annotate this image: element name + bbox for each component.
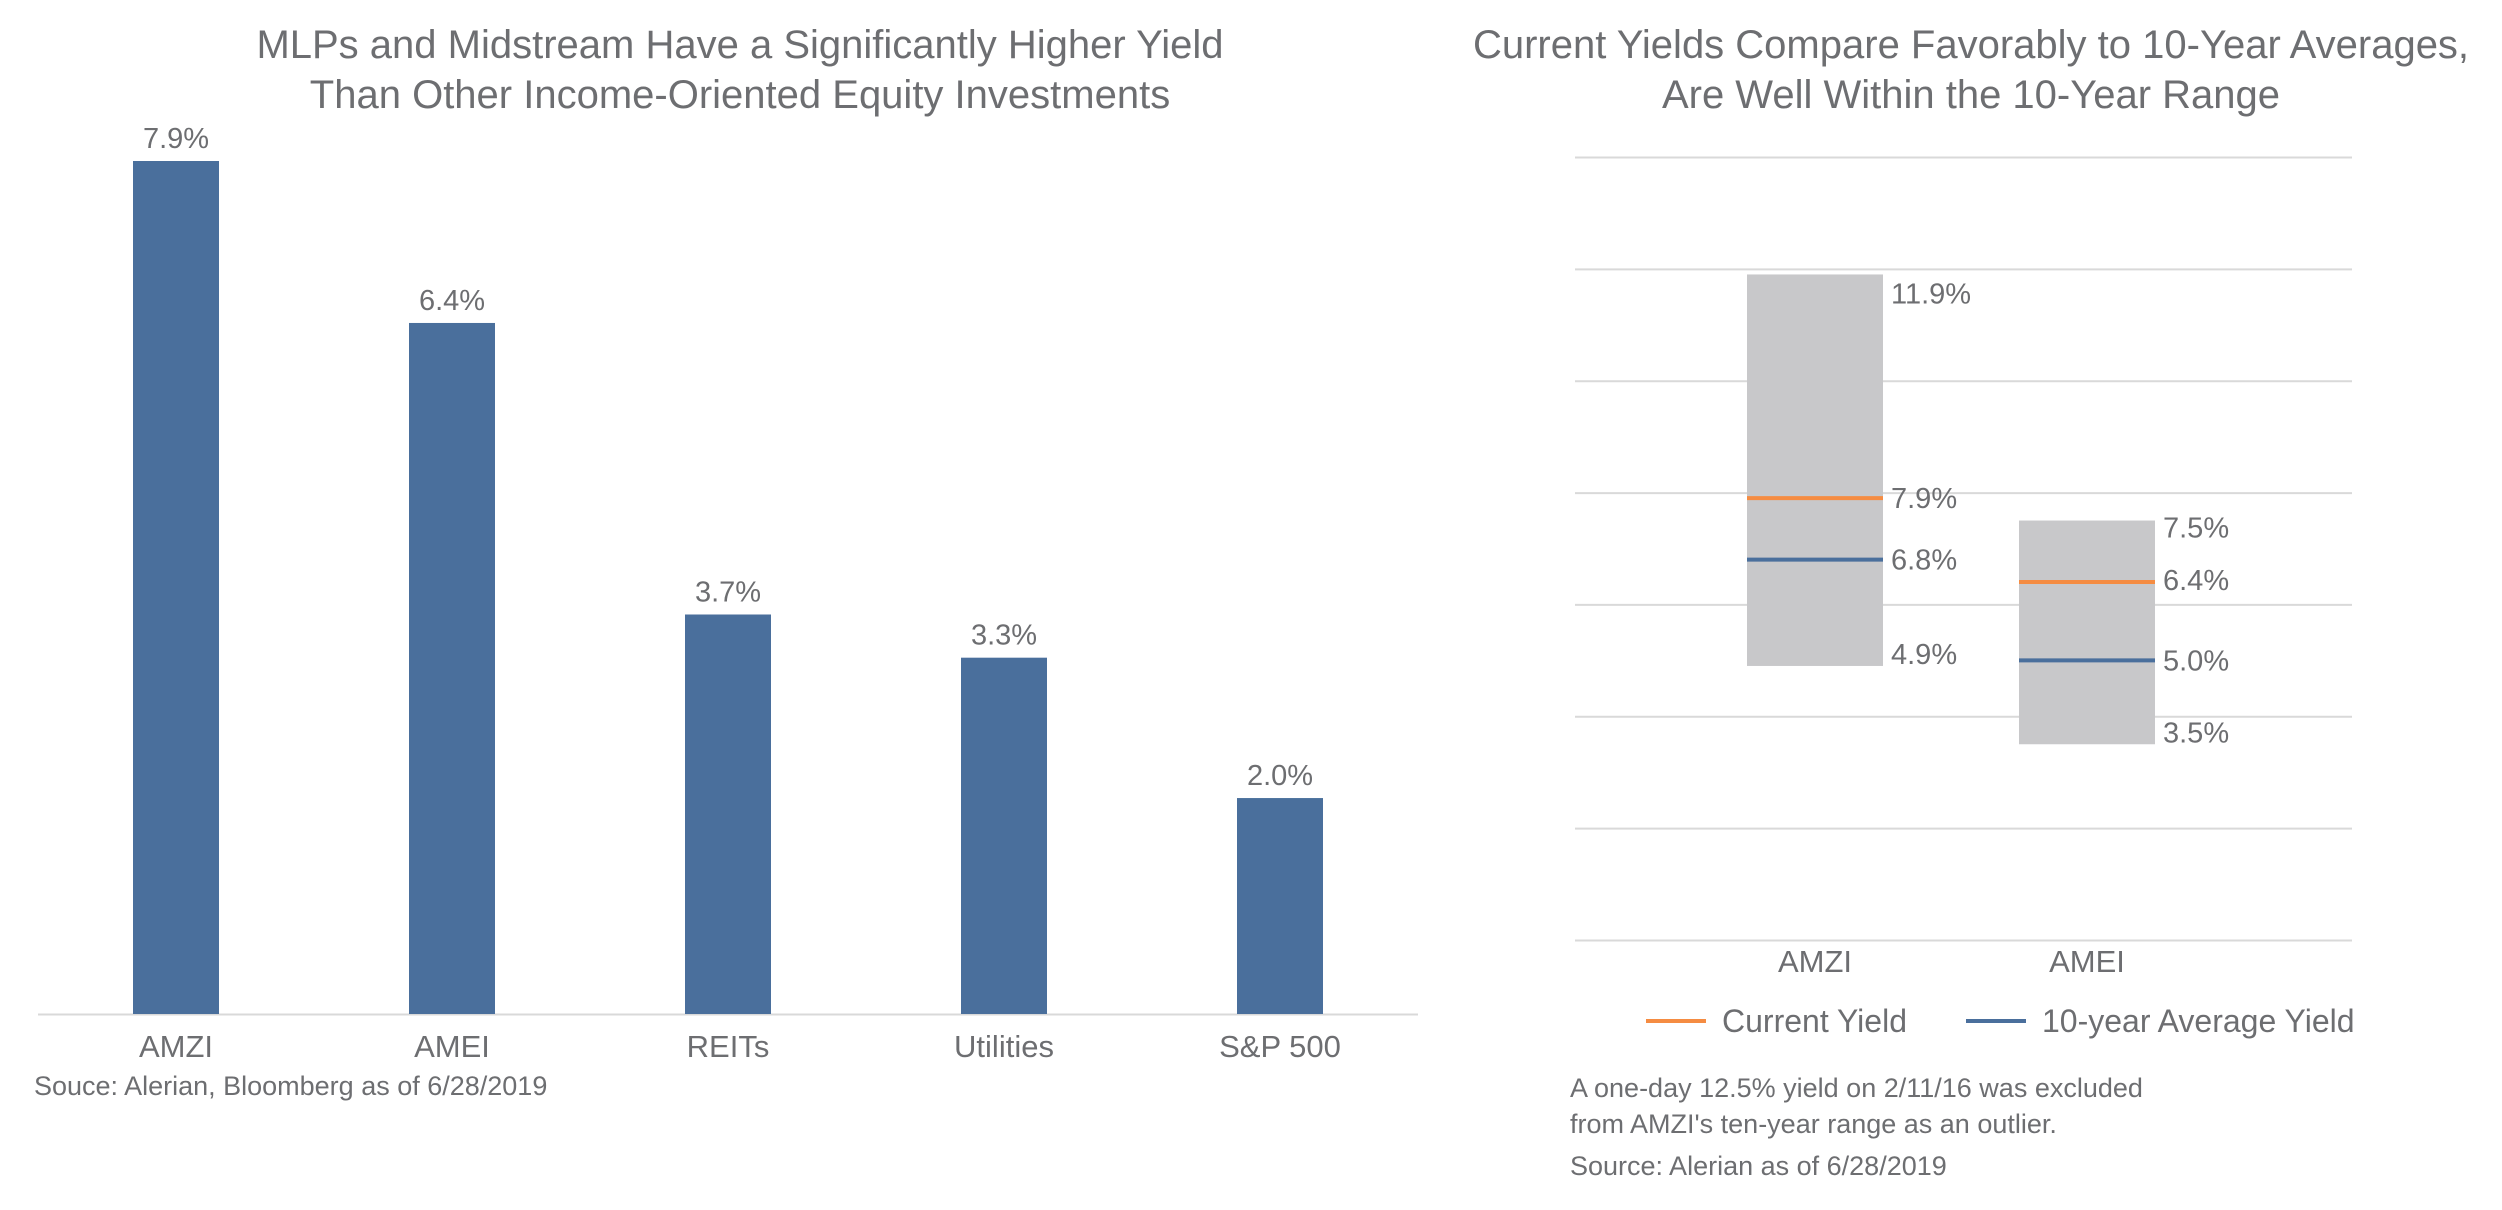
- range-chart-plot: 11.9% 7.9% 6.8% 4.9% AMZI 7.5% 6.4% 5.0% 3.5% AME…: [1575, 156, 2352, 979]
- bar-s-p-500: [1237, 798, 1323, 1014]
- average-label-amzi: 6.8%: [1891, 545, 1957, 577]
- bar-data-label-amei: 6.4%: [419, 285, 485, 317]
- range-chart-note-line-2: from AMZI's ten-year range as an outlier…: [1570, 1109, 2057, 1139]
- bar-utilities: [961, 657, 1047, 1014]
- range-chart-title-line-2: Are Well Within the 10-Year Range: [1661, 73, 2281, 117]
- bar-reits: [685, 614, 771, 1014]
- x-tick-label-s-p-500: S&P 500: [1219, 1029, 1341, 1064]
- bar-chart-plot: 7.9% AMZI 6.4% AMEI 3.7% REITs 3.3% Utilities 2.…: [38, 123, 1418, 1064]
- current-label-amzi: 7.9%: [1891, 483, 1957, 515]
- x-tick-label-reits: REITs: [687, 1029, 770, 1064]
- range-chart-source: Source: Alerian as of 6/28/2019: [1570, 1151, 1947, 1181]
- low-label-amei: 3.5%: [2163, 717, 2229, 749]
- high-label-amzi: 11.9%: [1891, 278, 1971, 310]
- x-tick-label-amei: AMEI: [414, 1029, 490, 1064]
- x-tick-label-amzi: AMZI: [1778, 944, 1852, 979]
- range-chart-note-line-1: A one-day 12.5% yield on 2/11/16 was exc…: [1570, 1073, 2143, 1103]
- legend-swatch-average-yield: [1966, 1019, 2026, 1023]
- bar-chart-source: Souce: Alerian, Bloomberg as of 6/28/201…: [34, 1071, 548, 1101]
- bar-data-label-s-p-500: 2.0%: [1247, 760, 1313, 792]
- legend-item-average-yield: 10-year Average Yield: [1966, 998, 2355, 1044]
- bar-data-label-utilities: 3.3%: [971, 620, 1037, 652]
- current-label-amei: 6.4%: [2163, 565, 2229, 597]
- average-label-amei: 5.0%: [2163, 645, 2229, 677]
- bar-amzi: [133, 161, 219, 1014]
- x-tick-label-amei: AMEI: [2049, 944, 2125, 979]
- legend-item-current-yield: Current Yield: [1646, 998, 1907, 1044]
- range-chart-title: Current Yields Compare Favorably to 10-Y…: [1440, 20, 2502, 120]
- range-box-amei: [2019, 520, 2155, 745]
- legend-swatch-current-yield: [1646, 1019, 1706, 1023]
- x-tick-label-amzi: AMZI: [139, 1029, 213, 1064]
- bar-data-label-reits: 3.7%: [695, 576, 761, 608]
- bar-chart-title-line-1: MLPs and Midstream Have a Significantly …: [256, 23, 1224, 67]
- range-box-amzi: [1747, 274, 1883, 666]
- legend-label-average-yield: 10-year Average Yield: [2042, 1002, 2355, 1039]
- bar-amei: [409, 322, 495, 1014]
- range-chart-title-line-1: Current Yields Compare Favorably to 10-Y…: [1472, 23, 2470, 67]
- legend-label-current-yield: Current Yield: [1722, 1002, 1907, 1039]
- range-chart-legend: Current Yield 10-year Average Yield: [1440, 998, 2502, 1044]
- bar-chart-title-line-2: Than Other Income-Oriented Equity Invest…: [309, 73, 1171, 117]
- x-tick-label-utilities: Utilities: [954, 1029, 1054, 1064]
- bar-chart-title: MLPs and Midstream Have a Significantly …: [40, 20, 1440, 120]
- bar-data-label-amzi: 7.9%: [143, 123, 209, 155]
- range-chart-panel: Current Yields Compare Favorably to 10-Y…: [1440, 0, 2502, 1210]
- low-label-amzi: 4.9%: [1891, 639, 1957, 671]
- bar-chart-panel: MLPs and Midstream Have a Significantly …: [34, 20, 1440, 1101]
- high-label-amei: 7.5%: [2163, 513, 2229, 545]
